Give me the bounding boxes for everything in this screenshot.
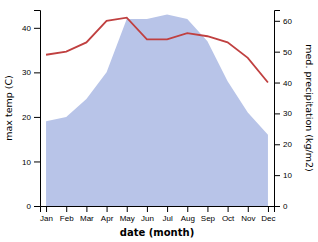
y2-axis: 0 10 20 30 40 50 60	[274, 11, 292, 212]
x-tick-mark	[46, 206, 47, 212]
x-tick: Jun	[141, 206, 154, 223]
y-tick: 0	[27, 202, 40, 211]
chart-container: Jan Feb Mar Apr May Jun Jul Aug Sep Oct Nov Dec 0 10 2…	[0, 0, 318, 242]
x-tick-label: Jan	[40, 214, 53, 223]
y2-tick-label: 10	[283, 171, 292, 180]
chart: Jan Feb Mar Apr May Jun Jul Aug Sep Oct Nov Dec 0 10 2…	[0, 0, 318, 242]
x-tick-label: Oct	[222, 214, 235, 223]
y-tick-mark	[34, 117, 40, 118]
x-tick: May	[120, 206, 135, 223]
x-tick-label: Sep	[201, 214, 216, 223]
y-tick-mark	[34, 206, 40, 207]
y2-tick-mark	[274, 206, 280, 207]
y2-tick-label: 40	[283, 79, 292, 88]
x-tick-label: Nov	[241, 214, 255, 223]
x-tick: Nov	[241, 206, 255, 223]
x-tick-mark	[207, 206, 208, 212]
y-tick-label: 30	[22, 68, 31, 77]
y2-tick: 0	[274, 202, 288, 211]
y2-axis-title: med. precipitation (kg/m2)	[304, 44, 315, 171]
x-tick-mark	[127, 206, 128, 212]
y-tick: 40	[22, 24, 40, 33]
y2-tick-mark	[274, 83, 280, 84]
y2-tick-label: 30	[283, 109, 292, 118]
y2-tick: 20	[274, 140, 292, 149]
y2-tick: 10	[274, 171, 292, 180]
y2-tick-mark	[274, 52, 280, 53]
marks	[46, 14, 268, 206]
area	[46, 14, 268, 206]
x-tick: Apr	[101, 206, 114, 223]
x-tick-mark	[187, 206, 188, 212]
y2-tick-label: 50	[283, 48, 292, 57]
x-tick-label: Dec	[261, 214, 275, 223]
x-tick: Mar	[80, 206, 94, 223]
y2-tick-mark	[274, 144, 280, 145]
x-tick-label: Feb	[60, 214, 74, 223]
x-tick-label: May	[120, 214, 135, 223]
x-tick-mark	[66, 206, 67, 212]
x-tick: Jan	[40, 206, 53, 223]
y-axis: 0 10 20 30 40	[22, 11, 40, 212]
x-tick: Oct	[222, 206, 235, 223]
y2-tick-label: 0	[283, 202, 288, 211]
y-tick-mark	[34, 28, 40, 29]
x-axis: Jan Feb Mar Apr May Jun Jul Aug Sep Oct Nov Dec	[40, 206, 275, 223]
y-axis-title: max temp (C)	[3, 75, 14, 141]
y2-tick: 40	[274, 79, 292, 88]
y-tick-mark	[34, 161, 40, 162]
y2-tick-mark	[274, 175, 280, 176]
y2-tick-label: 20	[283, 140, 292, 149]
x-tick-mark	[147, 206, 148, 212]
plot-root: Jan Feb Mar Apr May Jun Jul Aug Sep Oct Nov Dec 0 10 2…	[3, 11, 315, 239]
y2-tick: 50	[274, 48, 292, 57]
line	[46, 18, 268, 83]
y-tick-label: 0	[27, 202, 32, 211]
x-tick: Jul	[162, 206, 172, 223]
y2-tick-mark	[274, 21, 280, 22]
x-tick-mark	[268, 206, 269, 212]
y-tick-label: 10	[22, 158, 31, 167]
y2-axis-line	[275, 11, 281, 207]
x-tick-mark	[86, 206, 87, 212]
y-tick-label: 20	[22, 113, 31, 122]
x-tick-label: Jun	[141, 214, 154, 223]
y-axis-line	[34, 11, 41, 207]
x-tick: Aug	[181, 206, 195, 223]
y2-tick-label: 60	[283, 17, 292, 26]
x-tick: Dec	[261, 206, 275, 223]
y-tick: 10	[22, 158, 40, 167]
x-tick-mark	[107, 206, 108, 212]
x-tick-mark	[228, 206, 229, 212]
x-tick-label: Jul	[162, 214, 172, 223]
x-tick: Feb	[60, 206, 74, 223]
y-tick-mark	[34, 72, 40, 73]
y-tick: 30	[22, 68, 40, 77]
x-axis-title: date (month)	[120, 227, 194, 238]
x-tick-label: Mar	[80, 214, 94, 223]
y2-tick: 30	[274, 109, 292, 118]
x-axis-line	[41, 207, 275, 213]
y-tick-label: 40	[22, 24, 31, 33]
x-tick-label: Apr	[101, 214, 114, 223]
x-tick-label: Aug	[181, 214, 195, 223]
y2-tick: 60	[274, 17, 292, 26]
x-tick-mark	[167, 206, 168, 212]
y2-tick-mark	[274, 113, 280, 114]
x-tick-mark	[248, 206, 249, 212]
y-tick: 20	[22, 113, 40, 122]
x-tick: Sep	[201, 206, 216, 223]
